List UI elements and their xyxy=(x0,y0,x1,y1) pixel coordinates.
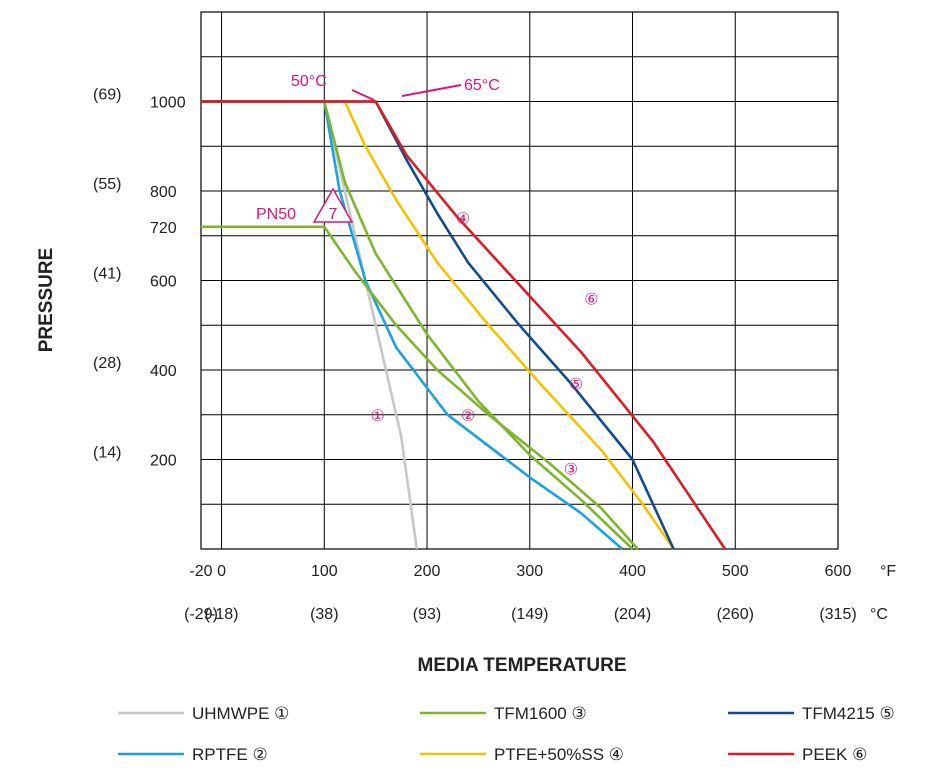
series-marker-label: ④ xyxy=(456,211,470,228)
legend-label: UHMWPE ① xyxy=(192,704,289,723)
annotation-layer: 50°C 65°C PN50 7 xyxy=(256,73,500,223)
y-tick-label: 200 xyxy=(150,453,177,470)
y-tick-label: 400 xyxy=(150,363,177,380)
x-tick-label: -20 xyxy=(189,563,212,580)
legend-label: PTFE+50%SS ④ xyxy=(494,745,624,764)
x-unit-f: °F xyxy=(880,563,896,580)
x-tick-label-celsius: (-29) xyxy=(184,606,218,623)
x-tick-label: 0 xyxy=(217,563,226,580)
legend-label: TFM4215 ⑤ xyxy=(802,704,895,723)
annotation-65c-leader xyxy=(401,84,462,97)
y-tick-label: 600 xyxy=(150,274,177,291)
x-tick-label: 400 xyxy=(619,563,646,580)
legend-label: TFM1600 ③ xyxy=(494,704,587,723)
series-marker-label: ① xyxy=(371,408,385,425)
y-tick-label-bar: (28) xyxy=(93,355,121,372)
y-tick-label: 1000 xyxy=(150,95,186,112)
x-tick-label: 500 xyxy=(722,563,749,580)
y-tick-label: 720 xyxy=(150,220,177,237)
y-tick-label-bar: (14) xyxy=(93,445,121,462)
series-line xyxy=(201,100,634,550)
y-tick-label-bar: (69) xyxy=(93,87,121,104)
annotation-50c: 50°C xyxy=(291,73,327,90)
annotation-pn50-mark: 7 xyxy=(329,206,338,223)
legend-label: PEEK ⑥ xyxy=(802,745,867,764)
series-line xyxy=(201,100,727,550)
annotation-pn50: PN50 xyxy=(256,206,296,223)
y-axis-title: PRESSURE xyxy=(36,248,57,353)
legend-label: RPTFE ② xyxy=(192,745,268,764)
y-tick-label-bar: (55) xyxy=(93,176,121,193)
x-axis-title: MEDIA TEMPERATURE xyxy=(418,655,627,676)
tick-labels: -20 (-29) 0 (-18) 100 (38) 200 (93) 300 (149) 400 (… xyxy=(93,87,896,624)
y-tick-label: 800 xyxy=(150,184,177,201)
x-tick-label: 200 xyxy=(414,563,441,580)
series-line xyxy=(201,100,624,550)
y-tick-label-bar: (41) xyxy=(93,266,121,283)
x-tick-label-celsius: (38) xyxy=(310,606,338,623)
x-tick-label-celsius: (93) xyxy=(413,606,441,623)
x-tick-label-celsius: (149) xyxy=(511,606,548,623)
series-layer: ① ② ③ ④ ⑤ ⑥ xyxy=(201,100,727,550)
x-tick-label: 300 xyxy=(516,563,543,580)
plot-frame xyxy=(200,11,839,550)
x-unit-c: °C xyxy=(870,606,888,623)
x-tick-label-celsius: (260) xyxy=(717,606,754,623)
legend: UHMWPE ① TFM1600 ③ TFM4215 ⑤ RPTFE ② PTFE+50… xyxy=(118,704,895,764)
annotation-50c-leader xyxy=(351,89,375,101)
annotation-65c: 65°C xyxy=(464,77,500,94)
series-marker-label: ⑤ xyxy=(569,376,583,393)
series-marker-label: ③ xyxy=(564,461,578,478)
x-tick-label: 100 xyxy=(311,563,338,580)
series-line xyxy=(201,100,675,550)
annotation-pn50-triangle xyxy=(312,187,354,223)
series-marker-label: ⑥ xyxy=(584,291,598,308)
x-tick-label-celsius: (-18) xyxy=(205,606,239,623)
plot-border xyxy=(200,11,839,550)
x-tick-label-celsius: (204) xyxy=(614,606,651,623)
series-line xyxy=(201,225,639,550)
series-marker-label: ② xyxy=(461,408,475,425)
x-tick-label-celsius: (315) xyxy=(819,606,856,623)
x-tick-label: 600 xyxy=(825,563,852,580)
